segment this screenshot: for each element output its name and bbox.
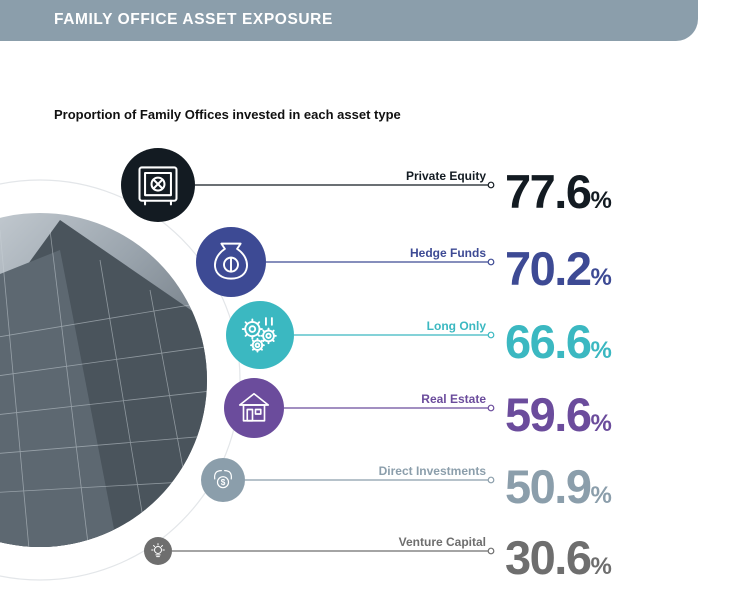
value-number: 70.2 <box>505 242 591 295</box>
value-label: 59.6% <box>505 388 612 441</box>
data-row: Long Only 66.6% <box>226 301 612 369</box>
safe-icon <box>121 148 195 222</box>
value-label: 70.2% <box>505 242 612 295</box>
category-label: Venture Capital <box>399 535 486 549</box>
value-label: 30.6% <box>505 531 612 584</box>
data-row: Private Equity 77.6% <box>121 148 612 222</box>
leader-dot <box>487 258 495 266</box>
value-unit: % <box>590 264 611 291</box>
leader-dot <box>487 331 495 339</box>
value-unit: % <box>590 337 611 364</box>
value-number: 59.6 <box>505 388 591 441</box>
leader-dot <box>487 181 495 189</box>
data-row: $ Direct Investments 50.9% <box>201 458 612 513</box>
gears-icon <box>226 301 294 369</box>
dollar-arrows-icon: $ <box>201 458 245 502</box>
leader-dot <box>487 404 495 412</box>
decorative-ring <box>0 179 241 581</box>
category-label: Direct Investments <box>379 464 487 478</box>
chart-subtitle: Proportion of Family Offices invested in… <box>54 107 401 122</box>
data-row: Real Estate 59.6% <box>224 378 612 441</box>
value-number: 30.6 <box>505 531 591 584</box>
value-number: 50.9 <box>505 460 591 513</box>
house-icon <box>224 378 284 438</box>
leader-dot <box>487 476 495 484</box>
leader-dot <box>487 547 495 555</box>
value-unit: % <box>590 553 611 580</box>
lightbulb-icon <box>144 537 172 565</box>
value-unit: % <box>590 410 611 437</box>
page-title: FAMILY OFFICE ASSET EXPOSURE <box>54 11 333 28</box>
money-bag-icon <box>196 227 266 297</box>
header-banner: FAMILY OFFICE ASSET EXPOSURE <box>0 0 698 41</box>
value-number: 66.6 <box>505 315 591 368</box>
category-label: Hedge Funds <box>410 246 486 260</box>
value-label: 77.6% <box>505 165 612 218</box>
data-row: Venture Capital 30.6% <box>144 531 612 584</box>
data-row: Hedge Funds 70.2% <box>196 227 612 297</box>
value-unit: % <box>590 482 611 509</box>
value-label: 66.6% <box>505 315 612 368</box>
value-unit: % <box>590 187 611 214</box>
value-label: 50.9% <box>505 460 612 513</box>
category-label: Long Only <box>427 319 487 333</box>
svg-text:$: $ <box>221 478 226 487</box>
category-label: Private Equity <box>406 169 486 183</box>
building-photo <box>0 213 207 547</box>
category-label: Real Estate <box>421 392 486 406</box>
value-number: 77.6 <box>505 165 591 218</box>
